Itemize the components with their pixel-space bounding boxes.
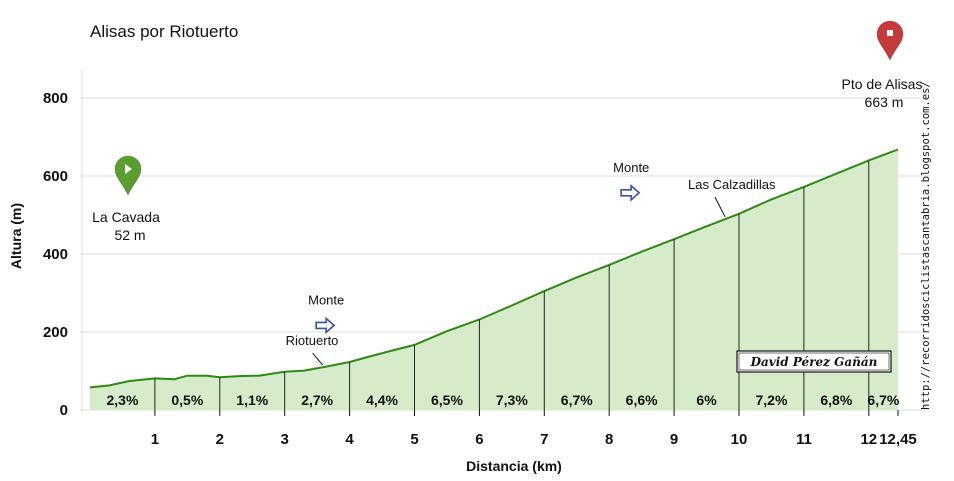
- chart-title: Alisas por Riotuerto: [90, 22, 238, 41]
- x-tick-label-9: 9: [670, 431, 678, 448]
- x-tick-label-5: 5: [410, 431, 418, 448]
- annotation-leader-3: [714, 196, 726, 218]
- gradient-label-12: 6,8%: [820, 392, 852, 408]
- x-tick-label-10: 10: [731, 431, 748, 448]
- x-tick-label-3: 3: [281, 431, 289, 448]
- x-tick-labels: 1 2 3 4 5 6 7 8 9 10 11 12 12,45: [151, 431, 917, 448]
- end-name: Pto de Alisas: [842, 76, 923, 92]
- gradient-label-9: 6,6%: [626, 392, 658, 408]
- profile-line: [89, 148, 899, 389]
- direction-arrow-icon-0: [315, 316, 336, 335]
- gradient-label-7: 7,3%: [496, 392, 528, 408]
- y-tick-labels: 0 200 400 600 800: [43, 90, 68, 419]
- gradient-label-2: 0,5%: [171, 392, 203, 408]
- pins: La Cavada 52 m Pto de Alisas 663 m: [92, 20, 923, 243]
- start-altitude: 52 m: [114, 227, 145, 243]
- annotation-monte-2: Monte: [613, 160, 649, 175]
- annotations: Monte Riotuerto Monte Las Calzadillas: [286, 160, 776, 366]
- author-name: David Pérez Gañán: [750, 355, 878, 369]
- x-tick-label-12,45: 12,45: [879, 431, 917, 448]
- y-tick-label-600: 600: [43, 168, 68, 185]
- gradient-label-3: 1,1%: [236, 392, 268, 408]
- gradient-label-1: 2,3%: [106, 392, 138, 408]
- square-icon: [887, 30, 893, 36]
- profile-fill: [90, 149, 898, 410]
- y-tick-label-800: 800: [43, 90, 68, 107]
- x-axis-label: Distancia (km): [466, 458, 562, 474]
- annotation-leader-1: [312, 352, 324, 366]
- start-name: La Cavada: [92, 209, 160, 225]
- start-pin-icon: [114, 155, 142, 197]
- direction-arrow-icon-2: [620, 184, 641, 202]
- end-pin-icon-shape: [876, 20, 904, 62]
- author-signature: David Pérez Gañán: [736, 350, 892, 373]
- end-pin-icon: [876, 20, 904, 62]
- x-tick-label-2: 2: [216, 431, 224, 448]
- y-axis-label: Altura (m): [8, 203, 24, 269]
- annotation-label-3: Las Calzadillas: [688, 177, 776, 192]
- x-tick-label-7: 7: [540, 431, 548, 448]
- start-pin-icon-shape: [114, 155, 142, 197]
- gradient-label-10: 6%: [696, 392, 717, 408]
- gradient-label-6: 6,5%: [431, 392, 463, 408]
- y-tick-label-0: 0: [60, 402, 68, 419]
- gradient-label-13: 6,7%: [867, 392, 899, 408]
- play-icon: [125, 164, 132, 174]
- x-tick-label-11: 11: [796, 431, 812, 448]
- annotation-monte-0: Monte: [308, 292, 344, 307]
- x-tick-label-6: 6: [475, 431, 483, 448]
- x-tick-label-1: 1: [151, 431, 159, 448]
- gradient-label-8: 6,7%: [561, 392, 593, 408]
- y-tick-label-400: 400: [43, 246, 68, 263]
- x-tick-label-4: 4: [345, 431, 354, 448]
- website-url: http://recorridosciclistascantabria.blog…: [920, 81, 932, 410]
- annotation-label-1: Riotuerto: [286, 333, 339, 348]
- gradient-labels: 2,3% 0,5% 1,1% 2,7% 4,4% 6,5% 7,3% 6,7% 6,6% 6% 7,…: [106, 392, 899, 408]
- profile-area: [89, 148, 899, 410]
- end-altitude: 663 m: [865, 94, 904, 110]
- gradient-label-4: 2,7%: [301, 392, 333, 408]
- gradient-label-11: 7,2%: [755, 392, 787, 408]
- y-tick-label-200: 200: [43, 324, 68, 341]
- x-tick-label-8: 8: [605, 431, 613, 448]
- x-tick-label-12: 12: [860, 431, 877, 448]
- gradient-label-5: 4,4%: [366, 392, 398, 408]
